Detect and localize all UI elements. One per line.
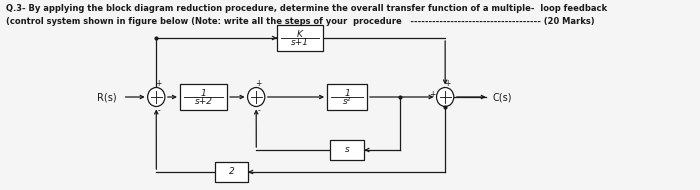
Text: -: - — [158, 106, 160, 115]
Text: +: + — [444, 79, 451, 88]
Text: Q.3- By applying the block diagram reduction procedure, determine the overall tr: Q.3- By applying the block diagram reduc… — [6, 4, 608, 13]
Bar — [327, 84, 367, 110]
Text: +: + — [430, 90, 436, 99]
Text: s+2: s+2 — [195, 97, 213, 106]
Bar — [216, 162, 248, 182]
Text: +: + — [155, 79, 162, 88]
Text: K: K — [297, 30, 302, 39]
Text: R(s): R(s) — [97, 92, 117, 102]
Text: s²: s² — [343, 97, 351, 106]
Bar — [277, 25, 323, 51]
Text: -: - — [258, 106, 260, 115]
Bar — [180, 84, 227, 110]
Bar — [330, 140, 364, 160]
Text: C(s): C(s) — [492, 92, 512, 102]
Text: s: s — [344, 146, 349, 154]
Text: +: + — [256, 79, 262, 88]
Text: 1: 1 — [201, 89, 206, 98]
Circle shape — [437, 88, 454, 107]
Text: 2: 2 — [229, 168, 234, 177]
Circle shape — [248, 88, 265, 107]
Text: s+1: s+1 — [290, 38, 309, 47]
Text: (control system shown in figure below (Note: write all the steps of your  proced: (control system shown in figure below (N… — [6, 17, 595, 26]
Circle shape — [148, 88, 165, 107]
Text: 1: 1 — [344, 89, 350, 98]
